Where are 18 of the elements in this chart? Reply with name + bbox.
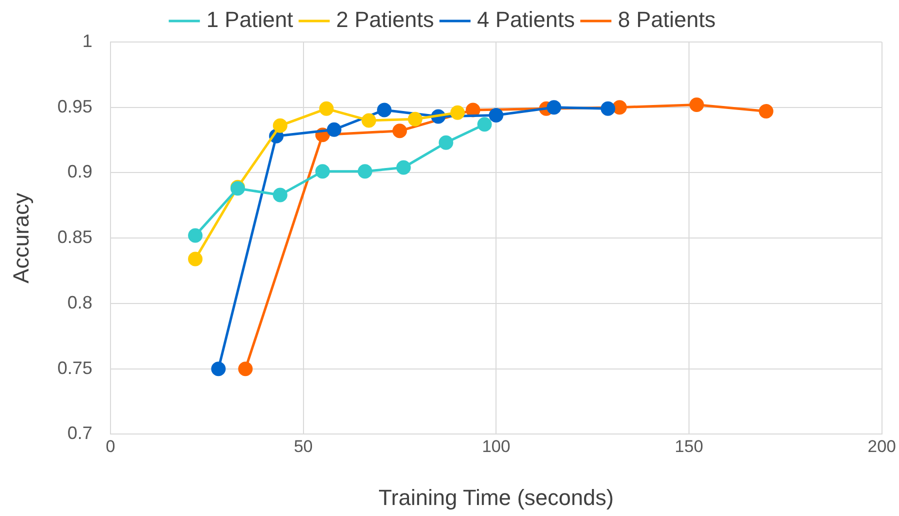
y-tick-label: 0.8 [67,292,92,312]
legend-label: 4 Patients [477,7,575,32]
x-tick-label: 150 [674,437,704,456]
y-tick-label: 0.85 [57,227,92,248]
y-tick-label: 1 [82,30,92,51]
x-tick-label: 0 [106,437,116,456]
x-axis-title: Training Time (seconds) [378,484,614,510]
legend-label: 8 Patients [618,7,716,32]
legend-label: 2 Patients [336,7,434,32]
y-tick-label: 0.75 [57,358,92,378]
legend-label: 1 Patient [206,7,294,32]
y-tick-label: 0.95 [57,96,92,116]
y-tick-label: 0.9 [67,162,92,182]
x-tick-label: 200 [868,437,896,456]
y-tick-label: 0.7 [67,423,92,444]
x-tick-label: 50 [294,437,313,456]
y-axis-title: Accuracy [8,192,34,284]
x-tick-label: 100 [482,437,510,456]
